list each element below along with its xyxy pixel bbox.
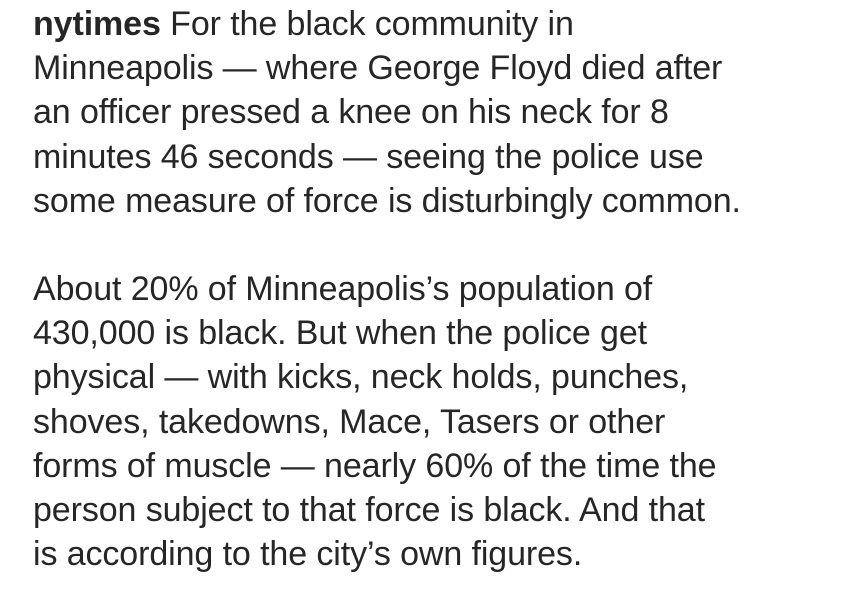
post-caption: nytimes For the black community in Minne…	[33, 2, 843, 576]
caption-text-1: For the black community in Minneapolis —…	[33, 5, 741, 220]
username-link[interactable]: nytimes	[33, 5, 161, 43]
caption-paragraph-2: About 20% of Minneapolis’s population of…	[33, 270, 717, 574]
caption-paragraph-1: nytimes For the black community in Minne…	[33, 2, 843, 223]
